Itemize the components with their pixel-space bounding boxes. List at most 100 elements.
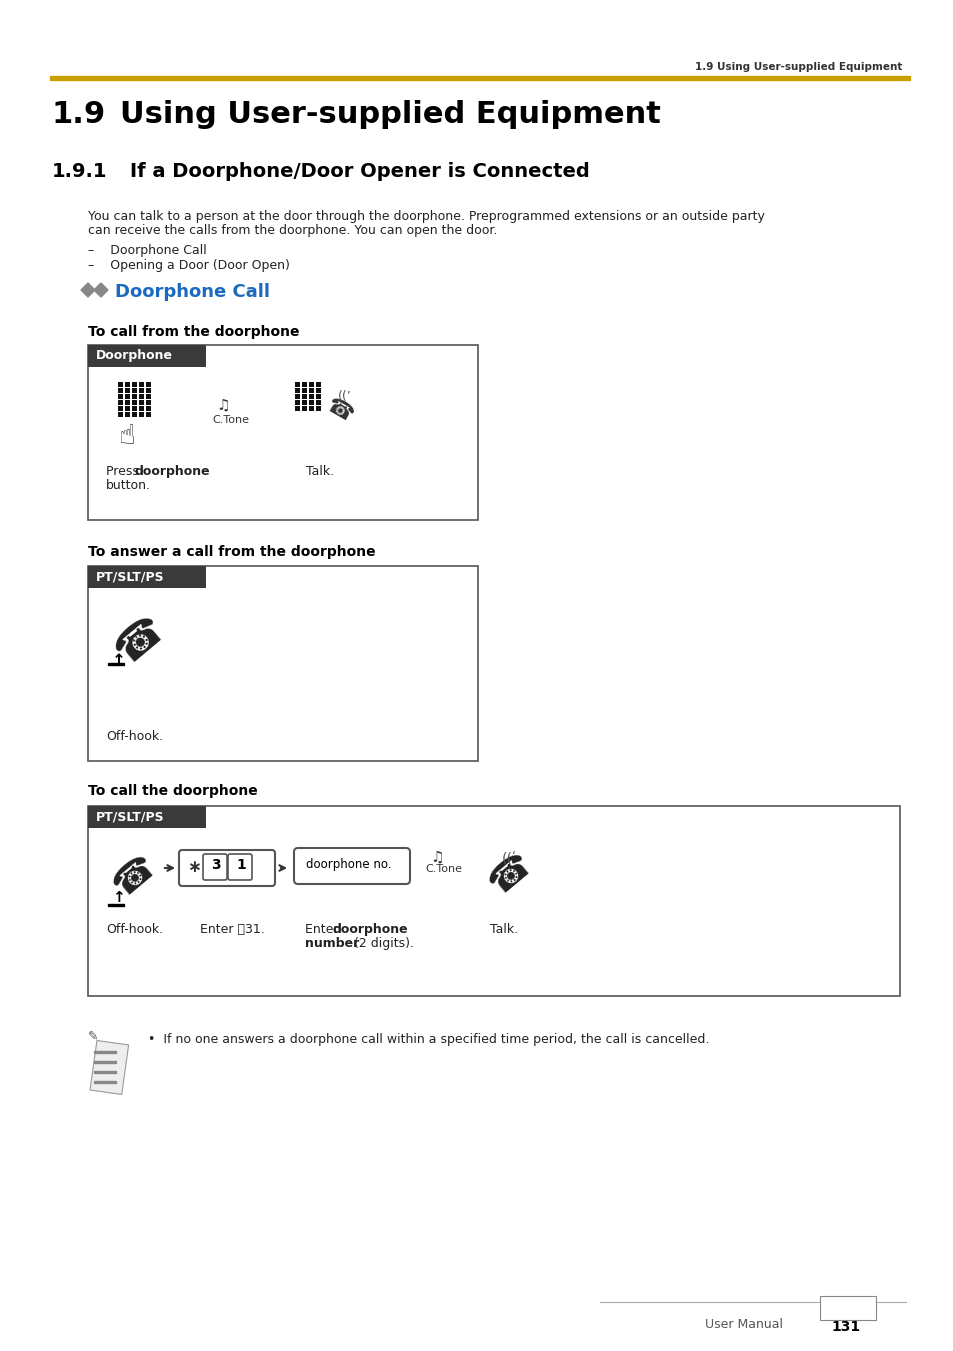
Polygon shape (94, 282, 108, 297)
Bar (132, 388, 137, 393)
Text: 1.9: 1.9 (52, 100, 106, 128)
Bar (294, 394, 300, 399)
Bar (315, 388, 321, 393)
Text: 3: 3 (211, 858, 220, 871)
Bar (315, 394, 321, 399)
Bar (88, 345, 477, 520)
FancyBboxPatch shape (294, 848, 410, 884)
Bar (108, 663, 124, 665)
FancyBboxPatch shape (203, 854, 227, 880)
Text: 1.9.1: 1.9.1 (52, 162, 108, 181)
Bar (294, 400, 300, 404)
Bar (315, 407, 321, 411)
Bar (132, 400, 137, 404)
Bar (118, 400, 123, 404)
Bar (94, 1081, 116, 1084)
Bar (146, 382, 152, 386)
Text: 131: 131 (831, 1320, 860, 1333)
Bar (118, 388, 123, 393)
Bar (294, 382, 300, 386)
Bar (302, 382, 307, 386)
Bar (294, 388, 300, 393)
Bar (132, 412, 137, 416)
Bar (125, 382, 131, 386)
Text: ♫: ♫ (430, 850, 443, 865)
Text: To call the doorphone: To call the doorphone (88, 784, 257, 798)
Text: Doorphone: Doorphone (96, 349, 172, 362)
Bar (146, 400, 152, 404)
Text: doorphone no.: doorphone no. (306, 858, 391, 871)
Text: If a Doorphone/Door Opener is Connected: If a Doorphone/Door Opener is Connected (130, 162, 589, 181)
Bar (94, 1071, 116, 1073)
Bar (125, 394, 131, 399)
Text: –    Opening a Door (Door Open): – Opening a Door (Door Open) (88, 259, 290, 272)
Text: ↑: ↑ (112, 653, 126, 670)
Text: ‘: ‘ (512, 850, 516, 863)
Text: ☎: ☎ (322, 394, 355, 426)
Bar (302, 394, 307, 399)
Bar (125, 412, 131, 416)
Bar (146, 388, 152, 393)
Bar (309, 388, 314, 393)
Bar (125, 388, 131, 393)
Bar (108, 904, 124, 907)
Text: •  If no one answers a doorphone call within a specified time period, the call i: • If no one answers a doorphone call wit… (148, 1034, 709, 1046)
Bar (294, 407, 300, 411)
Text: ((’: ((’ (337, 390, 352, 403)
Text: can receive the calls from the doorphone. You can open the door.: can receive the calls from the doorphone… (88, 224, 497, 236)
Bar (146, 407, 152, 411)
Text: –    Doorphone Call: – Doorphone Call (88, 245, 207, 257)
Bar (118, 394, 123, 399)
Bar (125, 400, 131, 404)
FancyBboxPatch shape (179, 850, 274, 886)
Bar (118, 407, 123, 411)
Bar (88, 566, 206, 588)
Bar (315, 382, 321, 386)
Text: ☎: ☎ (106, 607, 172, 673)
Text: C.Tone: C.Tone (212, 415, 249, 426)
Text: To call from the doorphone: To call from the doorphone (88, 326, 299, 339)
Text: User Manual: User Manual (704, 1319, 782, 1331)
Bar (309, 382, 314, 386)
Text: To answer a call from the doorphone: To answer a call from the doorphone (88, 544, 375, 559)
Text: doorphone: doorphone (333, 923, 408, 936)
Bar (50, 76, 909, 80)
Text: ✎: ✎ (88, 1029, 98, 1043)
Bar (139, 388, 144, 393)
Bar (820, 1296, 875, 1320)
Bar (139, 394, 144, 399)
Bar (309, 407, 314, 411)
Text: ∗: ∗ (187, 858, 201, 875)
Bar (132, 407, 137, 411)
Bar (139, 400, 144, 404)
Text: ((: (( (501, 852, 513, 866)
Bar (139, 407, 144, 411)
Text: ☎: ☎ (481, 846, 537, 901)
Text: ☝: ☝ (118, 422, 134, 450)
Bar (302, 388, 307, 393)
Bar (315, 400, 321, 404)
Bar (125, 407, 131, 411)
Text: C.Tone: C.Tone (424, 865, 461, 874)
Text: Using User-supplied Equipment: Using User-supplied Equipment (120, 100, 660, 128)
Text: ↑: ↑ (112, 890, 125, 905)
Text: Enter ⌛31.: Enter ⌛31. (200, 923, 265, 936)
Bar (139, 382, 144, 386)
Polygon shape (81, 282, 95, 297)
Bar (309, 400, 314, 404)
Text: 1.9 Using User-supplied Equipment: 1.9 Using User-supplied Equipment (695, 62, 902, 72)
Text: You can talk to a person at the door through the doorphone. Preprogrammed extens: You can talk to a person at the door thr… (88, 209, 764, 223)
Text: Doorphone Call: Doorphone Call (115, 282, 270, 301)
Text: number: number (305, 938, 359, 950)
Bar (88, 345, 206, 367)
Bar (94, 1051, 116, 1052)
Text: PT/SLT/PS: PT/SLT/PS (96, 811, 165, 823)
Bar (88, 807, 206, 828)
Bar (302, 400, 307, 404)
Text: Talk.: Talk. (306, 465, 334, 478)
Bar (139, 412, 144, 416)
Bar (309, 394, 314, 399)
Text: ☎: ☎ (106, 848, 162, 902)
Bar (88, 566, 477, 761)
Bar (118, 382, 123, 386)
